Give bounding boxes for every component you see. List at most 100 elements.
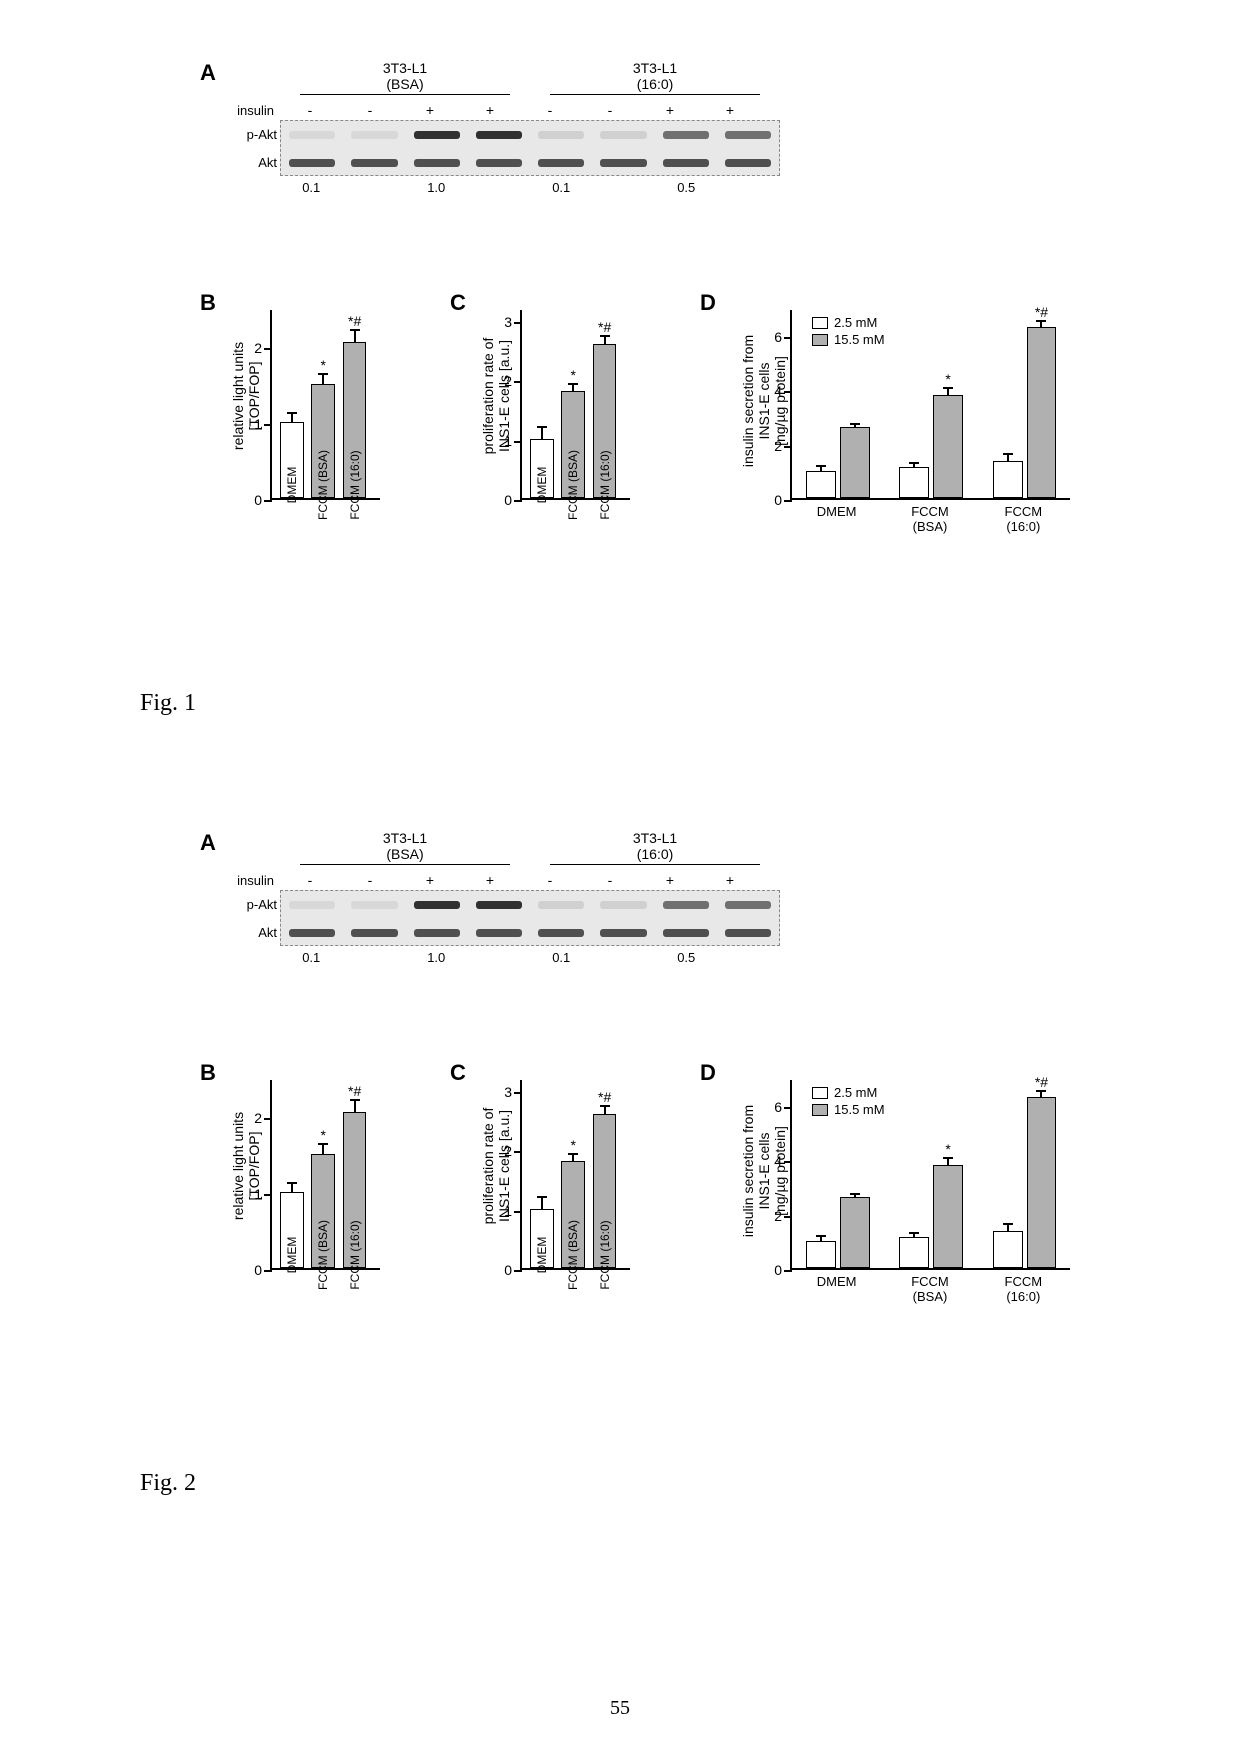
insulin-label: insulin bbox=[230, 103, 280, 118]
significance-marker: *# bbox=[338, 313, 372, 329]
bar bbox=[806, 471, 836, 498]
gel-band bbox=[476, 901, 522, 909]
error-bar bbox=[291, 414, 293, 422]
significance-marker: * bbox=[929, 1141, 967, 1157]
gel-row: p-Akt bbox=[281, 121, 779, 149]
quant-value bbox=[468, 180, 531, 195]
panelC-label: C bbox=[450, 290, 466, 316]
error-bar bbox=[572, 1155, 574, 1161]
error-cap bbox=[287, 412, 297, 414]
legend: 2.5 mM15.5 mM bbox=[812, 1085, 885, 1119]
y-tick-label: 4 bbox=[774, 1153, 782, 1169]
y-tick-label: 2 bbox=[254, 1110, 262, 1126]
error-cap bbox=[816, 1235, 826, 1237]
y-tick bbox=[514, 1211, 522, 1213]
gel-band bbox=[476, 929, 522, 937]
gel-band bbox=[476, 131, 522, 139]
y-tick bbox=[514, 1270, 522, 1272]
y-tick-label: 6 bbox=[774, 329, 782, 345]
y-tick bbox=[784, 337, 792, 339]
bar-label: DMEM bbox=[535, 435, 549, 535]
panelB-label: B bbox=[200, 1060, 216, 1086]
y-tick bbox=[514, 441, 522, 443]
error-cap bbox=[350, 329, 360, 331]
gel-row-label: Akt bbox=[231, 925, 277, 940]
western-blot: 3T3-L1(BSA)3T3-L1(16:0)insulin--++--++p-… bbox=[230, 830, 790, 980]
panelC-label: C bbox=[450, 1060, 466, 1086]
y-tick-label: 1 bbox=[504, 1203, 512, 1219]
legend-swatch bbox=[812, 317, 828, 329]
y-tick bbox=[784, 1161, 792, 1163]
y-axis-label: relative light units[TOP/FOP] bbox=[230, 301, 262, 491]
blot-group-header: 3T3-L1(BSA) bbox=[280, 60, 530, 95]
lane-sign: + bbox=[700, 102, 760, 118]
bar-label: FCCM (BSA) bbox=[316, 1205, 330, 1305]
gel-band bbox=[351, 131, 397, 139]
gel-band bbox=[600, 159, 646, 167]
lane-sign: - bbox=[580, 872, 640, 888]
plot-area: 012DMEMFCCM (BSA)*FCCM (16:0)*# bbox=[270, 310, 380, 500]
x-axis-label: FCCM(16:0) bbox=[977, 504, 1070, 534]
insulin-label: insulin bbox=[230, 873, 280, 888]
significance-marker: * bbox=[306, 1127, 340, 1143]
gel-band bbox=[725, 159, 771, 167]
bar bbox=[933, 395, 963, 498]
error-bar bbox=[947, 389, 949, 394]
insulin-row: insulin--++--++ bbox=[230, 872, 790, 888]
error-bar bbox=[854, 1195, 856, 1198]
gel-row-label: p-Akt bbox=[231, 897, 277, 912]
panelC-chart: proliferation rate ofINS1-E cells [a.u.]… bbox=[510, 310, 680, 560]
quant-value: 0.1 bbox=[280, 180, 343, 195]
quant-value: 1.0 bbox=[405, 950, 468, 965]
lane-sign: - bbox=[580, 102, 640, 118]
gel-band bbox=[289, 929, 335, 937]
panelB-label: B bbox=[200, 290, 216, 316]
quant-value: 0.5 bbox=[655, 180, 718, 195]
x-axis-label: FCCM(16:0) bbox=[977, 1274, 1070, 1304]
error-bar bbox=[854, 425, 856, 428]
x-axis-label: DMEM bbox=[790, 1274, 883, 1289]
error-bar bbox=[913, 1234, 915, 1237]
error-cap bbox=[568, 383, 578, 385]
y-tick-label: 2 bbox=[254, 340, 262, 356]
y-axis-label: relative light units[TOP/FOP] bbox=[230, 1071, 262, 1261]
quant-value: 1.0 bbox=[405, 180, 468, 195]
y-tick bbox=[514, 500, 522, 502]
bar-label: FCCM (16:0) bbox=[598, 1205, 612, 1305]
error-bar bbox=[322, 1145, 324, 1154]
gel-row: p-Akt bbox=[281, 891, 779, 919]
quantification-row: 0.11.00.10.5 bbox=[280, 180, 780, 195]
plot-area: 012DMEMFCCM (BSA)*FCCM (16:0)*# bbox=[270, 1080, 380, 1270]
lane-sign: - bbox=[340, 102, 400, 118]
plot-area: 0123DMEMFCCM (BSA)*FCCM (16:0)*# bbox=[520, 310, 630, 500]
quant-value bbox=[718, 950, 781, 965]
error-bar bbox=[947, 1159, 949, 1164]
gel-band bbox=[600, 901, 646, 909]
y-tick bbox=[514, 1151, 522, 1153]
lane-sign: + bbox=[700, 872, 760, 888]
blot-group-header: 3T3-L1(16:0) bbox=[530, 60, 780, 95]
error-cap bbox=[1003, 453, 1013, 455]
bar bbox=[840, 1197, 870, 1268]
panel-d-chart: insulin secretion fromINS1-E cells[ng/µg… bbox=[780, 310, 1120, 580]
error-cap bbox=[600, 1105, 610, 1107]
error-bar bbox=[604, 1107, 606, 1114]
significance-marker: * bbox=[556, 367, 590, 383]
legend-label: 2.5 mM bbox=[834, 1085, 877, 1100]
panel-a-label: A bbox=[200, 830, 216, 856]
error-cap bbox=[909, 1232, 919, 1234]
y-tick-label: 0 bbox=[504, 492, 512, 508]
gel-row: Akt bbox=[281, 149, 779, 177]
quant-value bbox=[343, 180, 406, 195]
plot-area: 02462.5 mM15.5 mM**# bbox=[790, 310, 1070, 500]
error-bar bbox=[913, 464, 915, 467]
y-tick-label: 0 bbox=[774, 1262, 782, 1278]
y-tick-label: 2 bbox=[774, 438, 782, 454]
bar bbox=[1027, 327, 1057, 498]
bar-label: DMEM bbox=[535, 1205, 549, 1305]
legend-swatch bbox=[812, 1087, 828, 1099]
quant-value: 0.5 bbox=[655, 950, 718, 965]
blot-group-header: 3T3-L1(16:0) bbox=[530, 830, 780, 865]
lane-sign: - bbox=[280, 872, 340, 888]
legend-item: 2.5 mM bbox=[812, 315, 885, 330]
